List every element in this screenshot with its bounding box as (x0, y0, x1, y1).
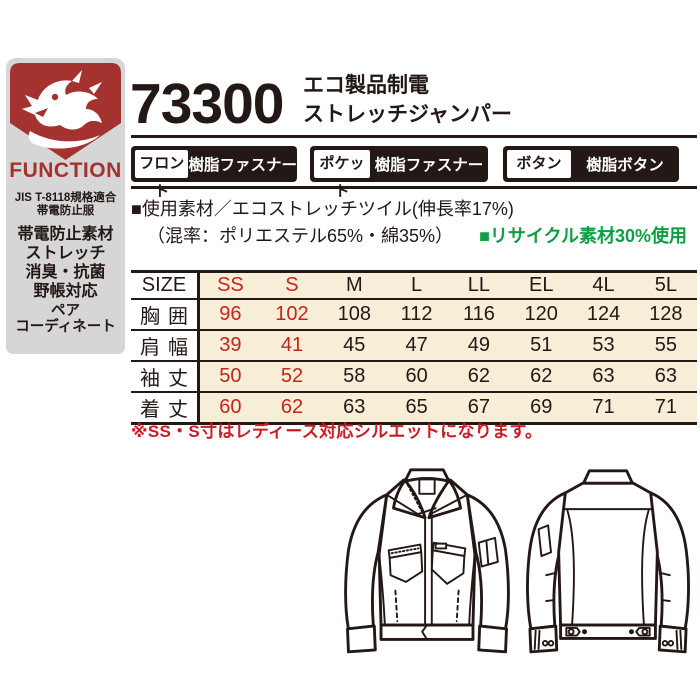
size-col: LL (447, 271, 511, 299)
cell: 39 (198, 330, 261, 361)
cell: 71 (572, 392, 635, 424)
cell: 63 (572, 361, 635, 392)
size-table-row-length: 着丈 60 62 63 65 67 69 71 71 (131, 392, 697, 424)
feature-item: 消臭・抗菌 (25, 264, 106, 281)
spec-bar-value: 樹脂ボタン (586, 157, 664, 174)
cell: 47 (385, 330, 448, 361)
cell: 96 (198, 299, 261, 330)
cell: 65 (385, 392, 448, 424)
cell: 60 (198, 392, 261, 424)
size-col: S (260, 271, 324, 299)
cell: 62 (260, 392, 324, 424)
spec-bar-button: ボタン 樹脂ボタン (503, 146, 679, 182)
cell: 108 (323, 299, 386, 330)
row-label: 着丈 (131, 392, 200, 424)
cell: 55 (634, 330, 697, 361)
size-col: SS (198, 271, 261, 299)
spec-bar-label: ボタン (507, 150, 571, 178)
cell: 51 (510, 330, 573, 361)
ladies-size-note: ※SS・S寸はレディース対応シルエットになります。 (131, 422, 543, 441)
size-table: SIZE SS S M L LL EL 4L 5L 胸囲 96 102 108 … (131, 270, 697, 425)
function-panel: FUNCTION JIS T-8118規格適合 帯電防止服 帯電防止素材 ストレ… (6, 58, 125, 354)
cert-line: JIS T-8118規格適合 (14, 192, 117, 204)
size-table-row-chest: 胸囲 96 102 108 112 116 120 124 128 (131, 299, 697, 330)
cell: 53 (572, 330, 635, 361)
feature-item: コーディネート (15, 319, 116, 335)
material-info: ■使用素材／エコストレッチツイル(伸長率17%) （混率：ポリエステル65%・綿… (131, 197, 687, 248)
product-code: 73300 (130, 72, 285, 136)
cell: 52 (260, 361, 324, 392)
row-label: 胸囲 (131, 299, 200, 330)
spec-bars: フロント 樹脂ファスナー ポケット 樹脂ファスナー ボタン 樹脂ボタン (131, 146, 697, 200)
cell: 69 (510, 392, 573, 424)
cell: 60 (385, 361, 448, 392)
row-label: 袖丈 (131, 361, 200, 392)
product-title-line2: ストレッチジャンパー (303, 103, 512, 126)
size-table-row-sleeve: 袖丈 50 52 58 60 62 62 63 63 (131, 361, 697, 392)
size-col: EL (510, 271, 573, 299)
size-col: 5L (634, 271, 697, 299)
feature-list: JIS T-8118規格適合 帯電防止服 帯電防止素材 ストレッチ 消臭・抗菌 … (6, 192, 125, 335)
row-label: 肩幅 (131, 330, 200, 361)
size-col: L (385, 271, 448, 299)
cell: 112 (385, 299, 448, 330)
size-col: 4L (572, 271, 635, 299)
cell: 49 (447, 330, 511, 361)
dragon-icon (22, 70, 102, 149)
cell: 128 (634, 299, 697, 330)
cell: 62 (447, 361, 511, 392)
cell: 116 (447, 299, 511, 330)
feature-item: 野帳対応 (33, 283, 98, 300)
cell: 63 (634, 361, 697, 392)
cell: 50 (198, 361, 261, 392)
material-line2-row: （混率：ポリエステル65%・綿35%） ■リサイクル素材30%使用 (131, 224, 687, 248)
cell: 71 (634, 392, 697, 424)
spec-bar-label: ポケット (314, 150, 370, 200)
spec-bar-pocket: ポケット 樹脂ファスナー (310, 146, 488, 200)
material-blend: （混率：ポリエステル65%・綿35%） (147, 226, 454, 246)
function-label: FUNCTION (9, 159, 122, 182)
jacket-front-illustration (344, 468, 510, 654)
spec-bar-front: フロント 樹脂ファスナー (131, 146, 297, 200)
cell: 124 (572, 299, 635, 330)
feature-item: ペア (51, 303, 80, 319)
cell: 58 (323, 361, 386, 392)
divider-line (131, 186, 697, 189)
cell: 102 (260, 299, 324, 330)
recycle-badge: ■リサイクル素材30%使用 (479, 226, 688, 246)
spec-bar-value: 樹脂ファスナー (188, 157, 297, 174)
cell: 62 (510, 361, 573, 392)
jacket-back-illustration (526, 469, 690, 654)
function-badge (10, 63, 121, 160)
size-table-corner: SIZE (131, 271, 200, 299)
material-line1: ■使用素材／エコストレッチツイル(伸長率17%) (131, 199, 514, 219)
spec-bar-label: フロント (135, 150, 189, 200)
feature-item: 帯電防止素材 (17, 226, 114, 243)
product-title-line1: エコ製品制電 (303, 74, 429, 97)
size-table-header-row: SIZE SS S M L LL EL 4L 5L (131, 271, 697, 299)
cell: 120 (510, 299, 573, 330)
pair-block: ペア コーディネート (6, 303, 125, 335)
cell: 63 (323, 392, 386, 424)
feature-block: 帯電防止素材 ストレッチ 消臭・抗菌 野帳対応 (6, 225, 125, 301)
cert-line: 帯電防止服 (36, 205, 95, 217)
size-col: M (323, 271, 386, 299)
cell: 45 (323, 330, 386, 361)
divider-line (131, 135, 697, 138)
cell: 41 (260, 330, 324, 361)
cell: 67 (447, 392, 511, 424)
product-title: エコ製品制電 ストレッチジャンパー (303, 71, 512, 129)
spec-bar-value: 樹脂ファスナー (374, 157, 484, 174)
size-table-row-shoulder: 肩幅 39 41 45 47 49 51 53 55 (131, 330, 697, 361)
feature-item: ストレッチ (25, 245, 106, 262)
